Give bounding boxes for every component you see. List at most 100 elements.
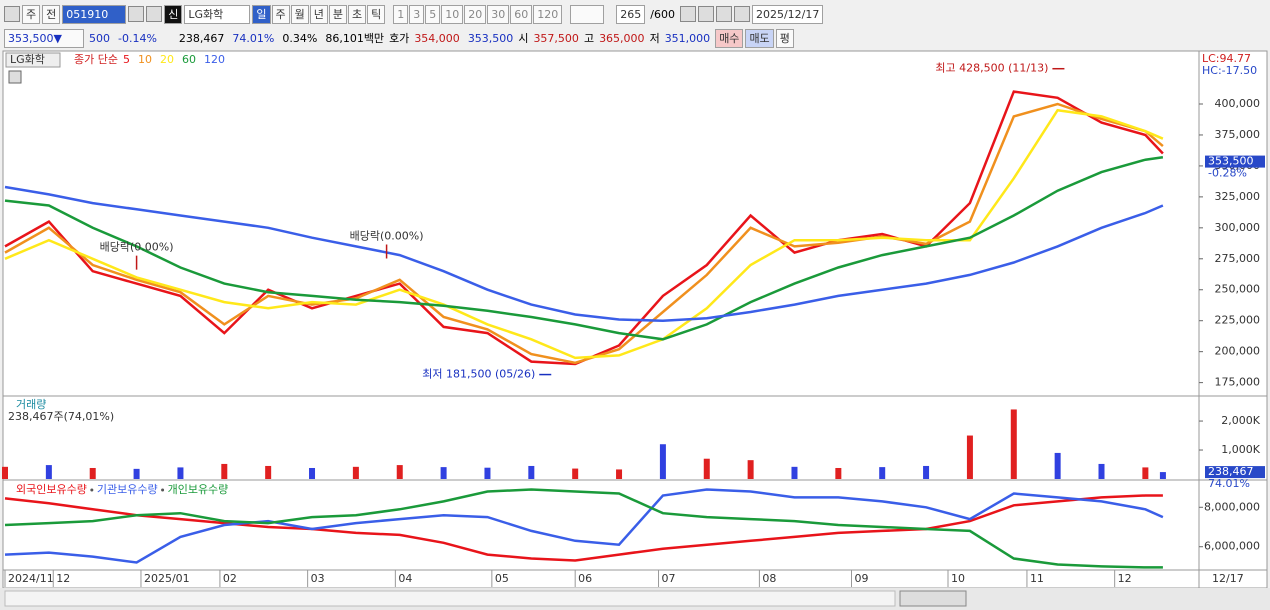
legend-item: 120 bbox=[204, 53, 225, 66]
volume-bar bbox=[923, 465, 930, 479]
avg-button[interactable]: 평 bbox=[775, 28, 794, 48]
series-line bbox=[4, 156, 1164, 341]
last-box bbox=[1205, 466, 1265, 479]
change: 500 bbox=[89, 31, 110, 45]
buy-button[interactable]: 매수 bbox=[715, 28, 744, 48]
volume-bar bbox=[1098, 463, 1105, 479]
period-button[interactable]: 월 bbox=[290, 4, 309, 24]
series-line bbox=[4, 494, 1163, 562]
badge: 신 bbox=[164, 4, 183, 24]
amount: 86,101백만 bbox=[325, 32, 385, 45]
x-tick-label: 08 bbox=[762, 572, 776, 585]
volume: 238,467 bbox=[178, 31, 225, 45]
period-button[interactable]: 분 bbox=[328, 4, 347, 24]
interval-button[interactable]: 3 bbox=[409, 4, 425, 24]
scrollbar[interactable] bbox=[4, 590, 896, 607]
period-button[interactable]: 초 bbox=[348, 4, 367, 24]
interval-button[interactable]: 5 bbox=[425, 4, 441, 24]
interval-button[interactable]: 120 bbox=[533, 4, 563, 24]
market-select[interactable]: 주 bbox=[22, 4, 41, 24]
volume-bar bbox=[528, 465, 535, 479]
legend-item: 60 bbox=[182, 53, 196, 66]
interval-button[interactable]: 20 bbox=[464, 4, 487, 24]
annotation: 최저 181,500 (05/26) bbox=[422, 368, 535, 381]
tool-icon[interactable] bbox=[697, 6, 714, 22]
series-line bbox=[4, 488, 1164, 564]
legend-name: LG화학 bbox=[10, 53, 45, 66]
open: 357,500 bbox=[533, 31, 579, 45]
name-input[interactable]: LG화학 bbox=[184, 4, 251, 24]
volume-bar bbox=[1054, 452, 1061, 479]
turnover: 0.34% bbox=[282, 31, 318, 45]
interval-button[interactable]: 30 bbox=[487, 4, 510, 24]
annotation: 배당락(0.00%) bbox=[100, 241, 174, 254]
volume-bar bbox=[966, 435, 973, 479]
count-input[interactable]: 265 bbox=[616, 4, 646, 24]
y-tick-label: 400,000 bbox=[1215, 97, 1261, 110]
date-input[interactable]: 2025/12/17 bbox=[751, 4, 824, 24]
code-input[interactable]: 051910 bbox=[62, 4, 127, 24]
sound-icon[interactable] bbox=[146, 6, 163, 22]
last-change: 74.01% bbox=[1208, 477, 1250, 490]
dropdown[interactable] bbox=[570, 4, 605, 24]
volume-bar bbox=[616, 469, 623, 479]
volume-bar bbox=[703, 458, 710, 479]
price: 353,500▼ bbox=[4, 28, 84, 48]
y-tick-label: 375,000 bbox=[1215, 128, 1261, 141]
ask: 354,000 bbox=[414, 31, 460, 45]
interval-button[interactable]: 10 bbox=[441, 4, 464, 24]
period-button[interactable]: 틱 bbox=[367, 4, 386, 24]
open-label: 시 bbox=[518, 32, 529, 45]
period-button[interactable]: 년 bbox=[309, 4, 328, 24]
scroll-buttons[interactable] bbox=[899, 590, 967, 607]
y-tick-label: 6,000,000 bbox=[1204, 540, 1260, 553]
x-tick-label: 04 bbox=[398, 572, 412, 585]
settings-icon[interactable] bbox=[733, 6, 750, 22]
volume-bar bbox=[352, 466, 359, 479]
annotation: 배당락(0.00%) bbox=[350, 230, 424, 243]
x-tick-label: 12 bbox=[56, 572, 70, 585]
save-icon[interactable] bbox=[715, 6, 732, 22]
volume-bar bbox=[45, 465, 52, 479]
x-tick-label: 06 bbox=[578, 572, 592, 585]
quote-bar: 353,500▼ 500 -0.14% 238,467 74.01% 0.34%… bbox=[0, 27, 794, 49]
y-tick-label: 225,000 bbox=[1215, 314, 1261, 327]
x-tick-label: 2024/11 bbox=[8, 572, 54, 585]
interval-button[interactable]: 1 bbox=[393, 4, 409, 24]
volume-bar bbox=[879, 467, 886, 479]
volume-subtitle: 238,467주(74,01%) bbox=[8, 410, 114, 423]
volume-bar bbox=[177, 467, 184, 479]
intervals: 1 3 5 10 20 30 60 120 bbox=[393, 4, 563, 24]
legend-dot bbox=[161, 488, 165, 492]
last-date: 12/17 bbox=[1212, 572, 1244, 585]
last-change: -0.28% bbox=[1208, 167, 1247, 180]
sell-button[interactable]: 매도 bbox=[745, 28, 774, 48]
volume-bar bbox=[309, 467, 316, 479]
chart: 175,000 200,000 225,000 250,000 275,000 300,0… bbox=[0, 50, 1270, 610]
x-tick-label: 09 bbox=[855, 572, 869, 585]
series-line bbox=[4, 108, 1164, 360]
interval-button[interactable]: 60 bbox=[510, 4, 533, 24]
period-button[interactable]: 주 bbox=[271, 4, 290, 24]
icon[interactable] bbox=[4, 6, 20, 22]
scope-button[interactable]: 전 bbox=[42, 4, 61, 24]
search-icon[interactable] bbox=[128, 6, 145, 22]
y-tick-label: 200,000 bbox=[1215, 345, 1261, 358]
high: 365,000 bbox=[599, 31, 645, 45]
y-tick-label: 250,000 bbox=[1215, 283, 1261, 296]
volume-bar bbox=[484, 467, 491, 479]
legend-box bbox=[5, 52, 61, 68]
volume-bar bbox=[572, 468, 579, 479]
volume-bar bbox=[1159, 472, 1166, 479]
volume-bar bbox=[2, 466, 8, 479]
annotation: 최고 428,500 (11/13) bbox=[935, 62, 1048, 75]
tool-icon[interactable] bbox=[679, 6, 696, 22]
series-line bbox=[4, 488, 1163, 569]
volume-title: 거래량 bbox=[16, 398, 46, 411]
period-button[interactable]: 일 bbox=[252, 4, 271, 24]
bid: 353,500 bbox=[467, 31, 514, 45]
volume-bar bbox=[835, 467, 842, 479]
volume-bar bbox=[265, 465, 272, 479]
legend-item: 외국인보유수량 bbox=[16, 483, 87, 496]
series-line bbox=[4, 185, 1164, 322]
